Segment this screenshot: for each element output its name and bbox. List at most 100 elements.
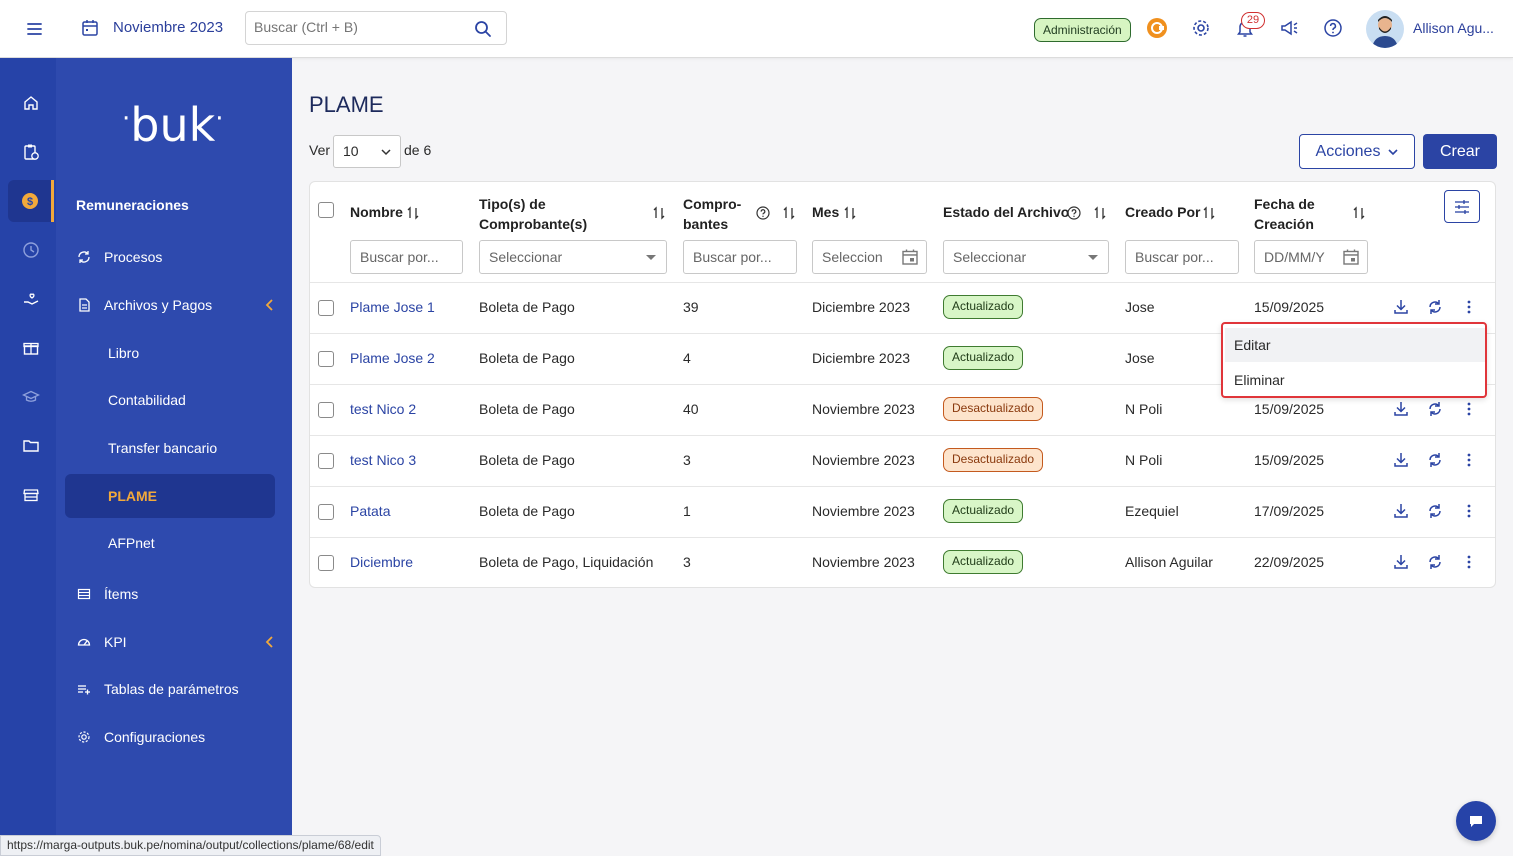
row-checkbox[interactable]: [318, 453, 334, 469]
filter-month-picker[interactable]: Seleccion: [812, 240, 927, 274]
row-checkbox[interactable]: [318, 300, 334, 316]
sort-icon[interactable]: [407, 206, 419, 220]
download-icon[interactable]: [1392, 400, 1410, 418]
search-icon[interactable]: [474, 20, 492, 38]
sidebar-item-kpi[interactable]: KPI: [76, 622, 276, 662]
download-icon[interactable]: [1392, 553, 1410, 571]
rail-gift[interactable]: [8, 327, 54, 369]
sidebar-item-afpnet[interactable]: AFPnet: [76, 523, 276, 563]
sync-icon[interactable]: [1426, 502, 1444, 520]
rail-learning[interactable]: [8, 376, 54, 418]
download-icon[interactable]: [1392, 451, 1410, 469]
page-size-select[interactable]: 10: [333, 135, 401, 168]
rail-folder[interactable]: [8, 425, 54, 467]
sidebar-section-title[interactable]: Remuneraciones: [76, 197, 189, 213]
rail-clipboard[interactable]: [8, 131, 54, 173]
filter-created-by-input[interactable]: Buscar por...: [1125, 240, 1239, 274]
header-comprobantes[interactable]: Compro-bantes: [683, 194, 741, 234]
filter-comp-input[interactable]: Buscar por...: [683, 240, 797, 274]
sidebar-item-configuraciones[interactable]: Configuraciones: [76, 717, 276, 757]
search-input[interactable]: [254, 19, 454, 35]
more-options-icon[interactable]: [1460, 298, 1478, 316]
sidebar-item-transfer[interactable]: Transfer bancario: [76, 428, 276, 468]
sort-icon[interactable]: [844, 206, 856, 220]
help-icon[interactable]: [1067, 206, 1081, 220]
sync-icon[interactable]: [1426, 298, 1444, 316]
user-name[interactable]: Allison Agu...: [1413, 20, 1494, 36]
global-search[interactable]: [245, 11, 507, 45]
header-type[interactable]: Tipo(s) de Comprobante(s): [479, 194, 587, 234]
select-all-checkbox[interactable]: [318, 202, 334, 218]
orange-circle-icon[interactable]: [1146, 17, 1168, 39]
table-row[interactable]: Diciembre Boleta de Pago, Liquidación 3 Nov…: [310, 537, 1495, 588]
month-selector[interactable]: Noviembre 2023: [113, 19, 224, 36]
sidebar-item-archivos[interactable]: Archivos y Pagos: [76, 285, 276, 325]
row-checkbox[interactable]: [318, 504, 334, 520]
column-settings-button[interactable]: [1444, 190, 1480, 223]
row-checkbox[interactable]: [318, 555, 334, 571]
download-icon[interactable]: [1392, 298, 1410, 316]
menu-item-delete[interactable]: Eliminar: [1234, 372, 1285, 388]
more-options-icon[interactable]: [1460, 451, 1478, 469]
megaphone-icon[interactable]: [1278, 17, 1300, 39]
header-created-by[interactable]: Creado Por: [1125, 204, 1201, 220]
sort-icon[interactable]: [1353, 206, 1365, 220]
row-name-link[interactable]: Plame Jose 1: [350, 299, 435, 315]
settings-icon[interactable]: [1190, 17, 1212, 39]
header-name[interactable]: Nombre: [350, 204, 403, 220]
header-state[interactable]: Estado del Archivo: [943, 204, 1070, 220]
avatar[interactable]: [1366, 10, 1404, 48]
header-month[interactable]: Mes: [812, 204, 840, 220]
actions-button[interactable]: Acciones: [1299, 134, 1415, 169]
table-row[interactable]: Plame Jose 2 Boleta de Pago 4 Diciembre 202…: [310, 333, 1495, 384]
sidebar-item-procesos[interactable]: Procesos: [76, 237, 276, 277]
row-checkbox[interactable]: [318, 402, 334, 418]
sync-icon[interactable]: [1426, 553, 1444, 571]
download-icon[interactable]: [1392, 502, 1410, 520]
sync-icon[interactable]: [1426, 400, 1444, 418]
menu-item-edit[interactable]: Editar: [1225, 328, 1485, 362]
row-name-link[interactable]: Patata: [350, 503, 391, 519]
rail-benefits[interactable]: [8, 278, 54, 320]
table-row[interactable]: Patata Boleta de Pago 1 Noviembre 2023 Actua…: [310, 486, 1495, 537]
rail-home[interactable]: [8, 82, 54, 124]
sync-icon[interactable]: [1426, 451, 1444, 469]
filter-state-select[interactable]: Seleccionar: [943, 240, 1109, 274]
chevron-left-icon[interactable]: [264, 634, 276, 650]
row-name-link[interactable]: test Nico 3: [350, 452, 417, 468]
admin-badge[interactable]: Administración: [1034, 18, 1131, 42]
more-options-icon[interactable]: [1460, 502, 1478, 520]
sidebar-item-items[interactable]: Ítems: [76, 574, 276, 614]
filter-type-select[interactable]: Seleccionar: [479, 240, 667, 274]
sort-icon[interactable]: [653, 206, 665, 220]
filter-name-input[interactable]: Buscar por...: [350, 240, 463, 274]
rail-store[interactable]: [8, 474, 54, 516]
buk-logo[interactable]: ·buk·: [122, 98, 224, 152]
sidebar-item-plame[interactable]: PLAME: [65, 474, 275, 518]
calendar-icon[interactable]: [1342, 248, 1360, 266]
sidebar-item-contabilidad[interactable]: Contabilidad: [76, 380, 276, 420]
row-name-link[interactable]: Plame Jose 2: [350, 350, 435, 366]
rail-remuneraciones[interactable]: $: [8, 180, 54, 222]
table-row[interactable]: test Nico 3 Boleta de Pago 3 Noviembre 2023…: [310, 435, 1495, 486]
create-button[interactable]: Crear: [1423, 134, 1497, 169]
chat-button[interactable]: [1456, 801, 1496, 841]
sidebar-item-libro[interactable]: Libro: [76, 333, 276, 373]
table-row[interactable]: Plame Jose 1 Boleta de Pago 39 Diciembre 20…: [310, 282, 1495, 333]
sort-icon[interactable]: [1094, 206, 1106, 220]
sort-icon[interactable]: [783, 206, 795, 220]
help-icon[interactable]: [1322, 17, 1344, 39]
row-checkbox[interactable]: [318, 351, 334, 367]
help-icon[interactable]: [756, 206, 770, 220]
table-row[interactable]: test Nico 2 Boleta de Pago 40 Noviembre 202…: [310, 384, 1495, 435]
header-date[interactable]: Fecha de Creación: [1254, 194, 1315, 234]
sort-icon[interactable]: [1203, 206, 1215, 220]
row-name-link[interactable]: test Nico 2: [350, 401, 417, 417]
row-name-link[interactable]: Diciembre: [350, 554, 414, 570]
sidebar-item-tablas[interactable]: Tablas de parámetros: [76, 669, 276, 709]
more-options-icon[interactable]: [1460, 400, 1478, 418]
chevron-left-icon[interactable]: [264, 297, 276, 313]
more-options-icon[interactable]: [1460, 553, 1478, 571]
menu-icon[interactable]: [22, 18, 46, 40]
calendar-icon[interactable]: [80, 18, 100, 38]
